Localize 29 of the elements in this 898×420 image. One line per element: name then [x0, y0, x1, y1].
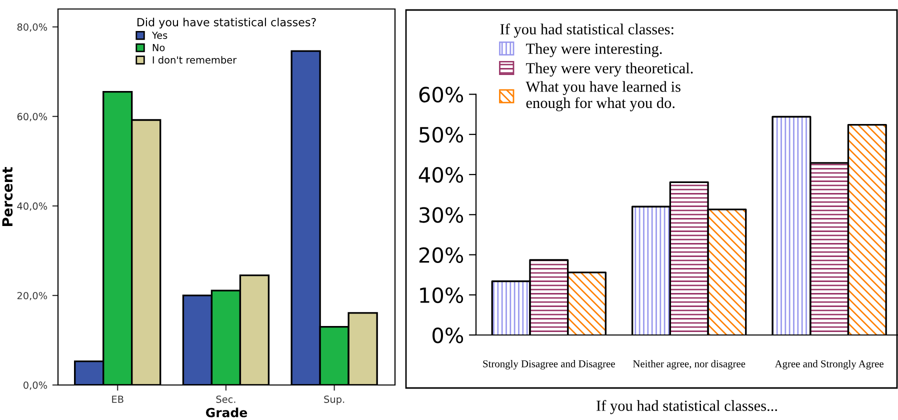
- y-tick-label: 0,0%: [24, 381, 48, 390]
- x-tick-label: Sec.: [216, 396, 236, 403]
- y-tick-label: 40%: [418, 166, 464, 183]
- x-tick-label: Strongly Disagree and Disagree: [483, 360, 615, 370]
- legend-title: Did you have statistical classes?: [137, 18, 316, 29]
- legend-label: They were interesting.: [526, 43, 662, 58]
- legend-label: No: [152, 44, 165, 52]
- x-tick-label: Neither agree, nor disagree: [633, 360, 746, 370]
- y-tick-label: 60,0%: [17, 112, 48, 122]
- legend-label: Yes: [152, 32, 168, 39]
- y-tick-label: 30%: [419, 207, 464, 223]
- x-axis-title: If you had statistical classes...: [596, 400, 777, 414]
- x-tick-label: Agree and Strongly Agree: [774, 360, 884, 370]
- y-axis-title: Percent: [2, 167, 13, 226]
- x-axis-title: Grade: [206, 408, 248, 418]
- y-tick-label: 50%: [419, 126, 464, 143]
- y-tick-label: 80,0%: [17, 23, 48, 32]
- x-tick-label: Sup.: [324, 396, 344, 405]
- legend-label: I don't remember: [152, 56, 237, 64]
- legend-label: They were very theoretical.: [526, 62, 693, 77]
- y-tick-label: 0%: [432, 327, 464, 344]
- y-tick-label: 40,0%: [17, 202, 48, 211]
- y-tick-label: 20%: [419, 247, 464, 263]
- legend-title: If you had statistical classes:: [500, 24, 674, 38]
- x-tick-label: EB: [112, 396, 124, 403]
- legend-label: What you have learned is enough for what you do.: [526, 81, 680, 112]
- y-tick-label: 20,0%: [17, 292, 48, 300]
- y-tick-label: 10%: [420, 287, 464, 304]
- y-tick-label: 60%: [419, 86, 464, 103]
